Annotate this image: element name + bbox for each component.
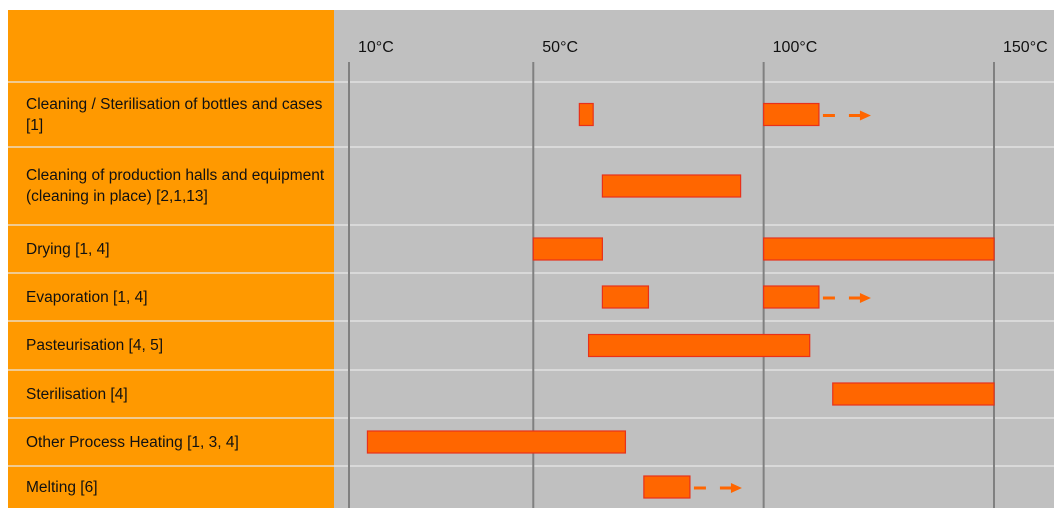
range-bar-0-0 [578, 102, 594, 127]
row-separators [8, 81, 1054, 467]
arrow-head [859, 110, 871, 121]
range-bar-3-0 [601, 285, 650, 309]
tick-label-50: 50°C [542, 39, 578, 56]
category-label-1: Cleaning of production halls and equipme… [26, 167, 325, 205]
category-label-0: Cleaning / Sterilisation of bottles and … [26, 95, 323, 134]
category-label-3: Evaporation [1, 4] [26, 288, 148, 306]
range-bars [366, 102, 995, 499]
range-bar-4-0 [587, 333, 811, 358]
continuation-arrow-0-1 [822, 110, 871, 121]
range-bar-7-0 [643, 475, 691, 499]
category-label-5: Sterilisation [4] [26, 385, 128, 403]
tick-label-100: 100°C [773, 39, 818, 56]
category-label-7: Melting [6] [26, 478, 98, 496]
category-label-2: Drying [1, 4] [26, 240, 110, 258]
category-labels: Cleaning / Sterilisation of bottles and … [0, 0, 334, 508]
x-axis-ticks: 10°C 50°C 100°C 150°C [358, 39, 1048, 56]
arrow-head [859, 293, 871, 303]
range-bar-2-1 [763, 237, 995, 261]
range-bar-1-0 [601, 174, 742, 198]
tick-label-150: 150°C [1003, 39, 1048, 56]
category-label-4: Pasteurisation [4, 5] [26, 337, 163, 354]
range-bar-3-1 [763, 285, 820, 309]
range-bar-6-0 [366, 430, 627, 454]
tick-label-10: 10°C [358, 39, 394, 56]
arrow-head [730, 483, 742, 493]
range-bar-2-0 [532, 237, 603, 261]
continuation-arrow-3-1 [822, 293, 871, 303]
range-bar-5-0 [832, 382, 995, 406]
label-panel [8, 10, 334, 508]
range-bar-0-1 [763, 102, 820, 127]
category-label-6: Other Process Heating [1, 3, 4] [26, 433, 239, 451]
continuation-arrow-7-0 [693, 483, 742, 493]
